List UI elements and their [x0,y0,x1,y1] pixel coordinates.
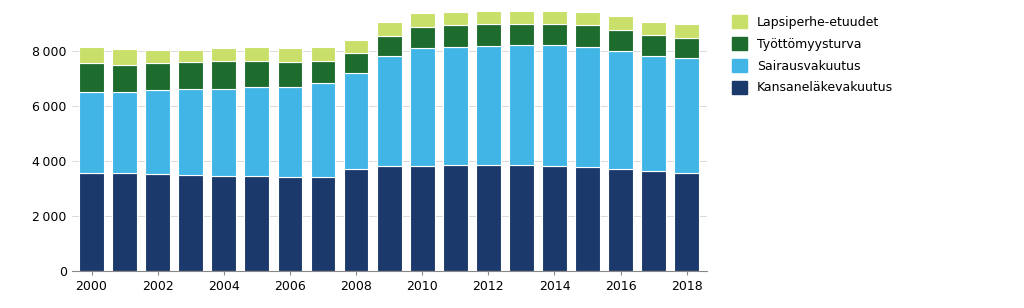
Bar [113,50,137,65]
Bar [310,61,336,83]
Bar [211,176,237,271]
Bar [145,63,170,90]
Bar [245,61,269,87]
Bar [245,87,269,176]
Bar [178,89,203,175]
Bar [245,176,269,271]
Bar [278,48,302,62]
Bar [509,45,534,165]
Bar [608,30,633,51]
Bar [278,87,302,177]
Bar [476,24,501,46]
Bar [145,174,170,271]
Bar [410,48,434,166]
Bar [377,36,401,56]
Bar [278,62,302,87]
Bar [113,173,137,271]
Bar [442,165,468,271]
Bar [79,92,103,173]
Bar [675,24,699,38]
Bar [509,165,534,271]
Bar [476,46,501,165]
Bar [575,12,600,26]
Bar [542,45,567,166]
Bar [476,165,501,271]
Legend: Lapsiperhe-etuudet, Työttömyysturva, Sairausvakuutus, Kansaneläkevakuutus: Lapsiperhe-etuudet, Työttömyysturva, Sai… [732,15,893,94]
Bar [377,56,401,166]
Bar [442,47,468,165]
Bar [377,22,401,36]
Bar [211,47,237,61]
Bar [310,83,336,177]
Bar [476,10,501,24]
Bar [211,89,237,176]
Bar [608,16,633,30]
Bar [310,177,336,271]
Bar [641,35,666,55]
Bar [641,22,666,35]
Bar [575,167,600,271]
Bar [641,171,666,271]
Bar [575,47,600,167]
Bar [509,24,534,45]
Bar [178,50,203,63]
Bar [377,166,401,271]
Bar [542,166,567,271]
Bar [310,47,336,61]
Bar [675,58,699,173]
Bar [113,65,137,92]
Bar [641,55,666,171]
Bar [344,39,369,53]
Bar [79,173,103,271]
Bar [145,50,170,63]
Bar [542,24,567,45]
Bar [211,61,237,89]
Bar [442,25,468,47]
Bar [410,26,434,48]
Bar [608,168,633,271]
Bar [245,47,269,61]
Bar [675,173,699,271]
Bar [79,47,103,63]
Bar [442,12,468,25]
Bar [542,10,567,24]
Bar [178,175,203,271]
Bar [410,13,434,26]
Bar [145,90,170,174]
Bar [278,177,302,271]
Bar [608,51,633,168]
Bar [344,53,369,73]
Bar [178,63,203,89]
Bar [410,166,434,271]
Bar [344,73,369,169]
Bar [675,38,699,58]
Bar [575,26,600,47]
Bar [344,169,369,271]
Bar [113,92,137,173]
Bar [509,10,534,24]
Bar [79,63,103,92]
